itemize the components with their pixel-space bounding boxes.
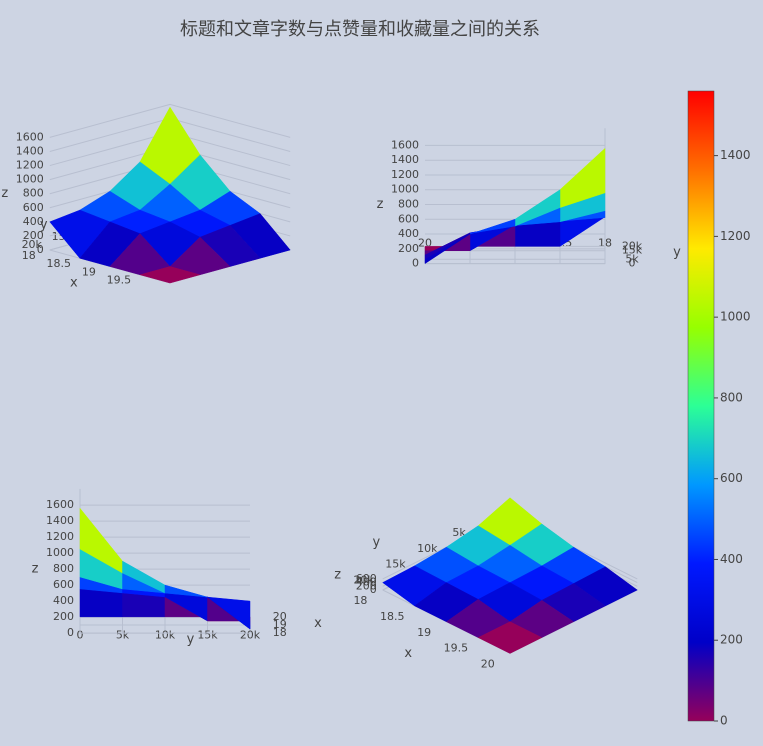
y-tick-label: 15k <box>197 629 218 642</box>
colorbar <box>687 90 715 722</box>
z-tick-label: 1600 <box>391 138 419 151</box>
colorbar-tick-label: 1400 <box>720 148 751 162</box>
z-tick-label: 1400 <box>16 144 44 157</box>
surface-patch <box>207 596 251 630</box>
grid-line <box>425 128 606 146</box>
y-tick-label: 15k <box>385 558 406 571</box>
z-tick-label: 400 <box>53 594 74 607</box>
z-tick-label: 1400 <box>46 514 74 527</box>
x-axis-title: x <box>404 646 412 661</box>
y-axis-title: y <box>373 535 381 550</box>
z-axis-title: z <box>1 186 8 201</box>
z-tick-label: 1000 <box>46 546 74 559</box>
y-axis-title: y <box>187 632 195 647</box>
z-tick-label: 0 <box>412 257 419 270</box>
y-tick-label: 10k <box>417 542 438 555</box>
z-tick-label: 600 <box>53 578 74 591</box>
z-tick-label: 1000 <box>391 183 419 196</box>
z-tick-label: 1400 <box>391 153 419 166</box>
x-tick-label: 18.5 <box>380 610 405 623</box>
surface-patch <box>424 233 471 265</box>
z-tick-label: 1200 <box>391 168 419 181</box>
x-axis-title: x <box>314 616 322 631</box>
surface-patch <box>79 588 123 618</box>
grid-line <box>425 246 606 265</box>
y-tick-label: 20k <box>622 239 643 252</box>
z-tick-label: 200 <box>23 229 44 242</box>
z-tick-label: 0 <box>67 626 74 639</box>
x-tick-label: 18 <box>273 626 287 639</box>
y-tick-label: 0 <box>629 257 636 270</box>
y-tick-label: 5k <box>452 526 466 539</box>
x-tick-label: 20 <box>481 658 495 671</box>
colorbar-tick-label: 400 <box>720 552 743 566</box>
x-tick-label: 18.5 <box>47 257 72 270</box>
z-tick-label: 1200 <box>46 530 74 543</box>
colorbar-tick-label: 800 <box>720 390 743 404</box>
colorbar-tick-label: 0 <box>720 714 728 728</box>
colorbar-tick-label: 200 <box>720 633 743 647</box>
z-tick-label: 800 <box>23 187 44 200</box>
y-tick-label: 5k <box>625 252 639 265</box>
y-axis-title: y <box>673 245 681 260</box>
y-tick-label: 15k <box>622 244 643 257</box>
y-tick-label: 20k <box>240 629 261 642</box>
z-tick-label: 800 <box>398 198 419 211</box>
z-tick-label: 1000 <box>16 173 44 186</box>
grid-line <box>79 616 250 634</box>
grid-line <box>425 231 606 250</box>
colorbar-tick-label: 1000 <box>720 310 751 324</box>
scene: 2019.51918.518x05k15k20ky020040060080010… <box>377 128 681 270</box>
z-axis-title: z <box>377 197 384 212</box>
z-tick-label: 1600 <box>46 498 74 511</box>
x-tick-label: 19.5 <box>107 274 132 287</box>
surface-patch <box>477 621 543 654</box>
surface-patch <box>139 266 201 284</box>
z-tick-label: 0 <box>370 583 377 596</box>
z-tick-label: 800 <box>53 562 74 575</box>
z-tick-label: 200 <box>53 610 74 623</box>
scene: 1818.51919.5x05k10k15k20ky02004006008001… <box>1 103 291 291</box>
y-tick-label: 5k <box>116 629 130 642</box>
y-tick-label: 20k <box>22 238 43 251</box>
y-axis-title: y <box>40 218 48 233</box>
z-tick-label: 1600 <box>16 130 44 143</box>
z-tick-label: 600 <box>398 212 419 225</box>
z-tick-label: 0 <box>37 243 44 256</box>
colorbar-tick-label: 1200 <box>720 229 751 243</box>
x-tick-label: 18 <box>353 594 367 607</box>
chart-title: 标题和文章字数与点赞量和收藏量之间的关系 <box>180 19 540 40</box>
grid-line <box>79 488 250 506</box>
z-tick-label: 400 <box>23 215 44 228</box>
x-tick-label: 19 <box>82 265 96 278</box>
z-axis-title: z <box>32 562 39 577</box>
x-tick-label: 19 <box>417 626 431 639</box>
x-tick-label: 18 <box>22 249 36 262</box>
z-tick-label: 400 <box>356 576 377 589</box>
x-tick-label: 19 <box>273 618 287 631</box>
grid-line <box>79 504 250 522</box>
z-tick-label: 600 <box>23 201 44 214</box>
y-tick-label: 20k <box>353 573 374 586</box>
z-tick-label: 200 <box>398 242 419 255</box>
grid-line <box>49 103 291 138</box>
x-tick-label: 19.5 <box>444 642 469 655</box>
y-tick-label: 10k <box>155 629 176 642</box>
z-tick-label: 400 <box>398 227 419 240</box>
x-axis-title: x <box>70 276 78 291</box>
grid-line <box>79 520 250 538</box>
colorbar-tick-label: 600 <box>720 471 743 485</box>
y-tick-label: 0 <box>77 629 84 642</box>
z-tick-label: 200 <box>356 579 377 592</box>
z-tick-label: 1200 <box>16 159 44 172</box>
z-axis-title: z <box>334 568 341 583</box>
x-tick-label: 20 <box>273 610 287 623</box>
z-tick-label: 600 <box>356 572 377 585</box>
